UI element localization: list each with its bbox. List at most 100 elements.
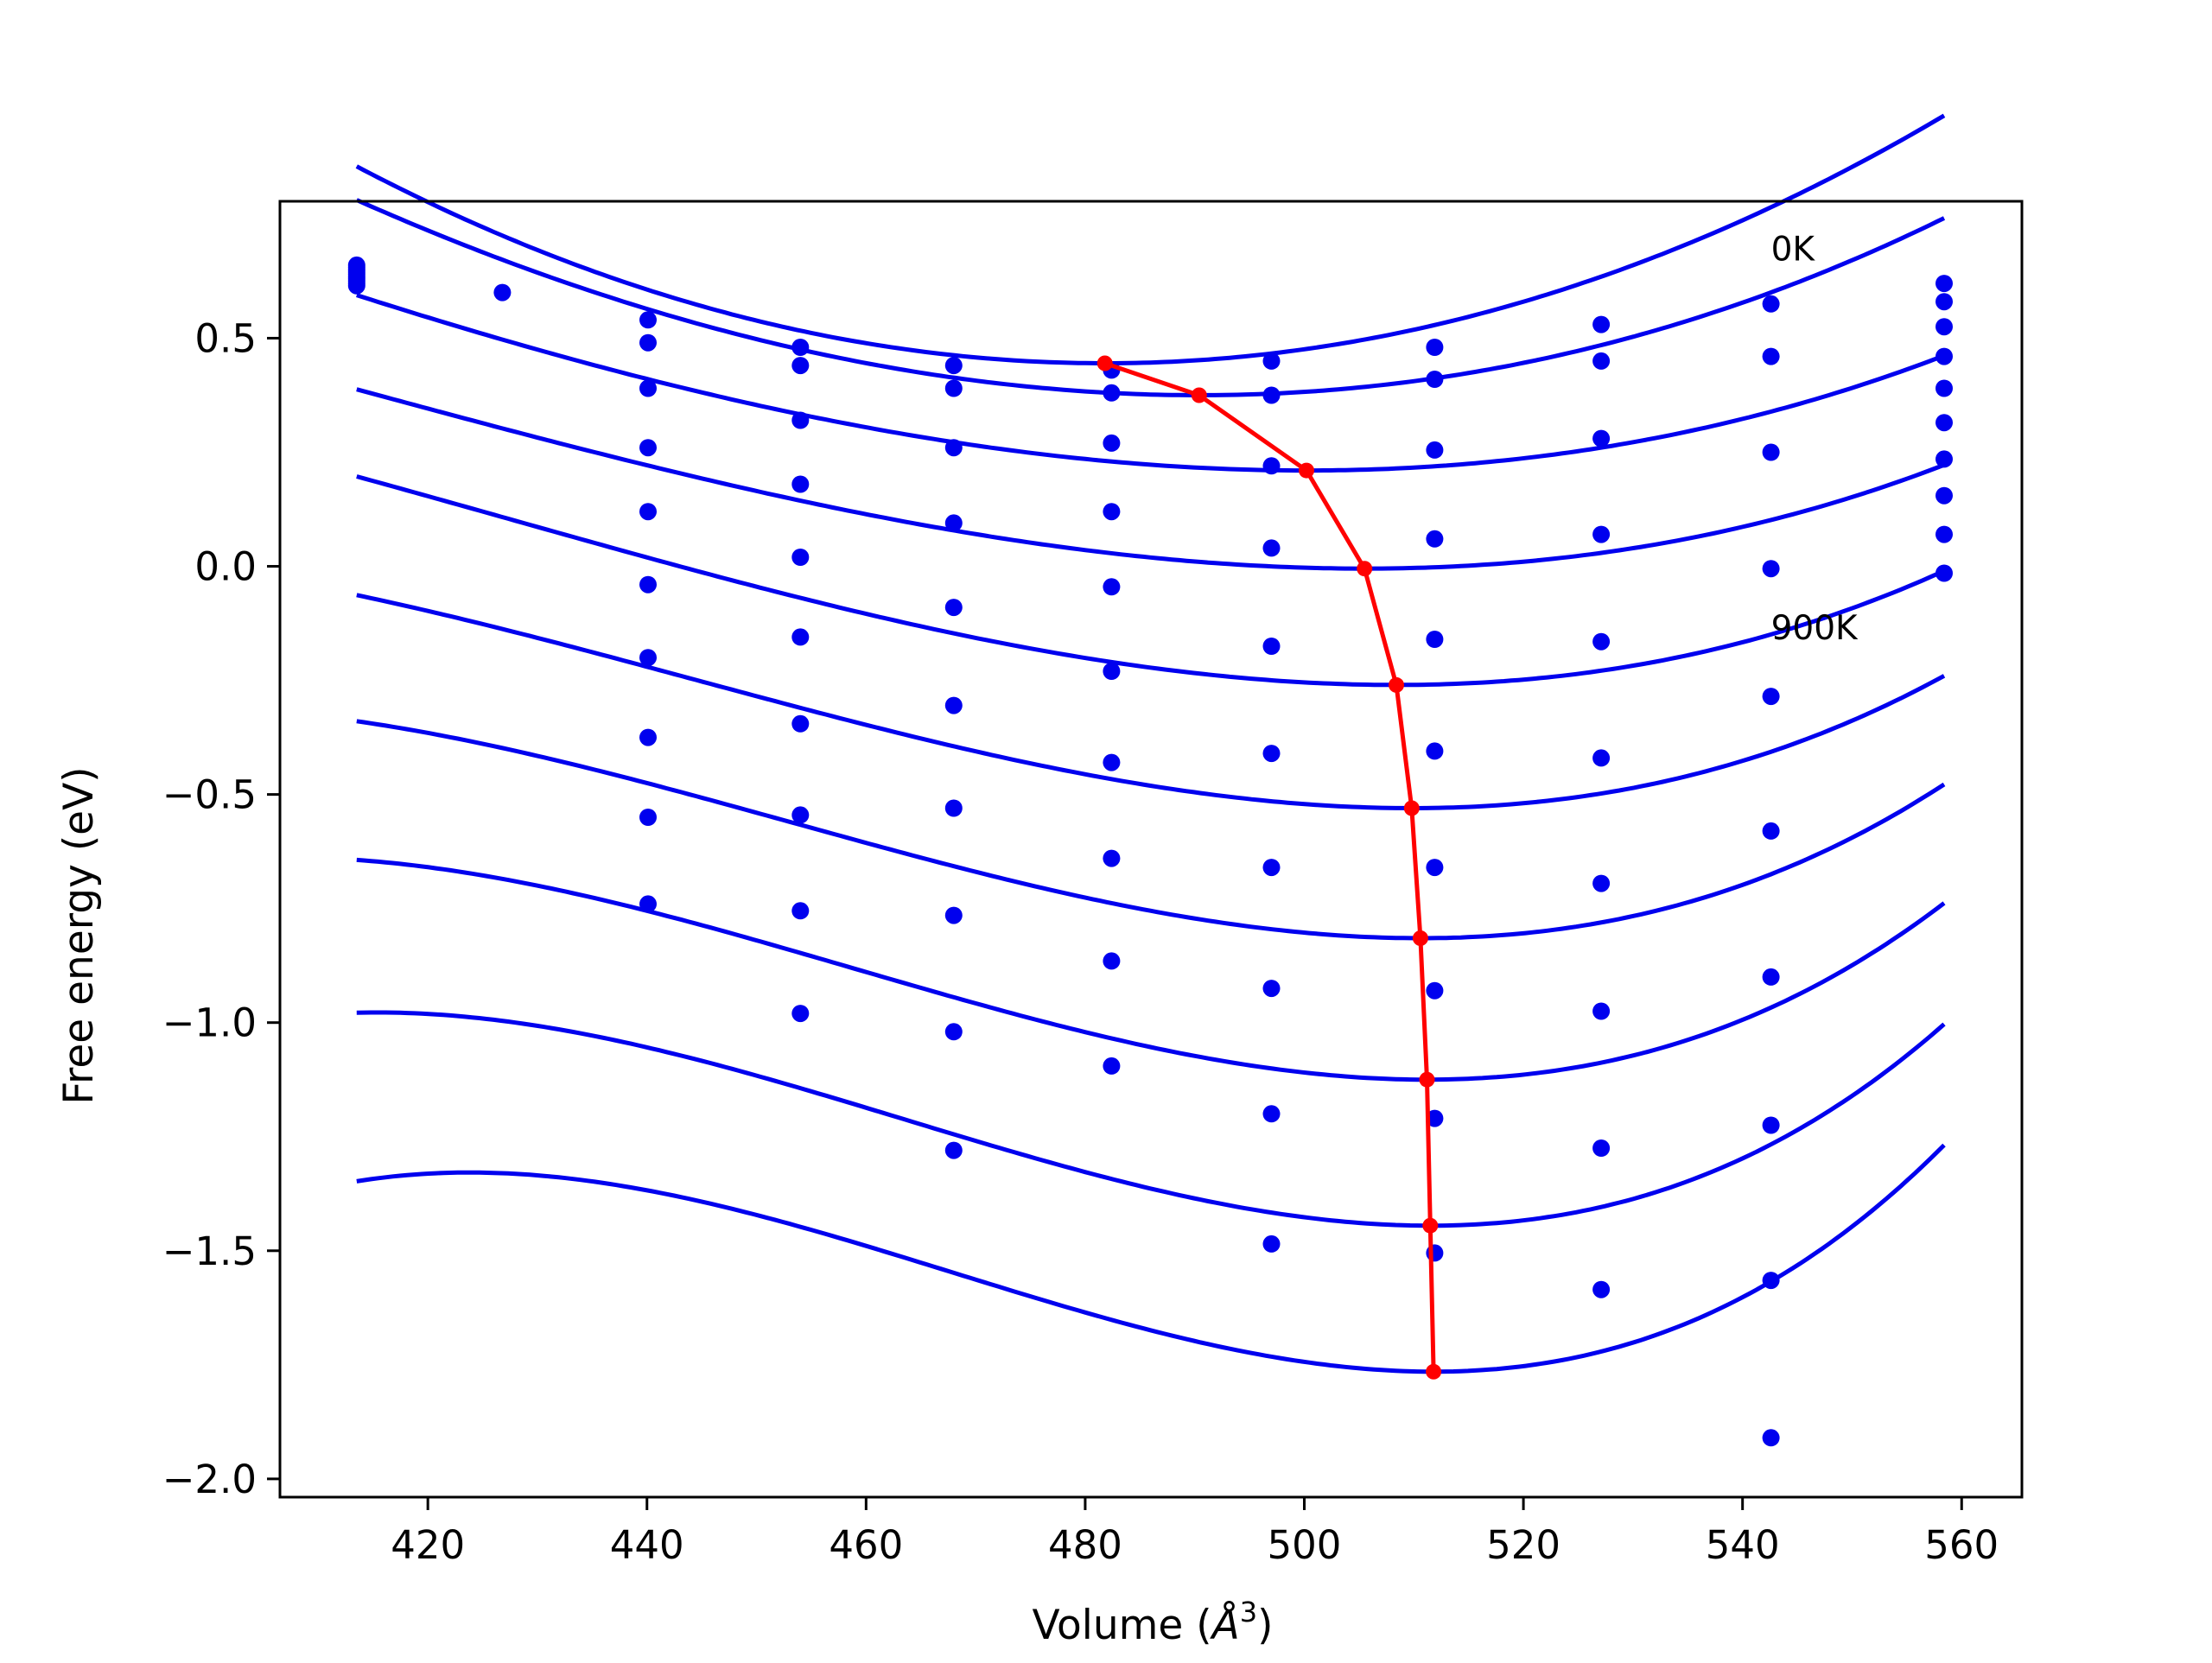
- data-point: [1262, 386, 1281, 404]
- y-tick-label: −1.5: [162, 1228, 257, 1274]
- minimum-point: [1299, 462, 1314, 479]
- data-point: [1262, 745, 1281, 763]
- data-point: [1103, 1057, 1121, 1075]
- minimum-point: [1096, 355, 1113, 371]
- data-point: [1762, 688, 1780, 706]
- data-point: [1262, 1235, 1281, 1253]
- data-point: [944, 357, 963, 375]
- data-point: [1936, 414, 1953, 432]
- data-point: [1103, 384, 1121, 402]
- temperature-annotations: 0K 900K: [1771, 231, 1859, 648]
- data-point: [1262, 352, 1281, 370]
- fit-curve-8: [356, 1010, 1946, 1228]
- data-point: [639, 379, 657, 397]
- fit-curve-5: [356, 593, 1946, 810]
- fit-curve-6: [356, 719, 1946, 941]
- data-point: [1592, 1280, 1611, 1298]
- fit-curves: [355, 113, 1946, 1374]
- x-tick-label: 520: [1486, 1522, 1560, 1568]
- data-point: [1103, 753, 1121, 771]
- data-point: [1103, 663, 1121, 680]
- temperature-annotation: 900K: [1771, 609, 1859, 648]
- data-point: [1592, 315, 1611, 333]
- data-point: [944, 1141, 963, 1159]
- data-point: [791, 628, 810, 646]
- data-point: [1936, 379, 1953, 397]
- data-point: [944, 599, 963, 617]
- minimum-path-line: [1103, 361, 1436, 1372]
- fit-curve-9: [356, 1143, 1946, 1374]
- data-point: [1936, 564, 1953, 582]
- data-point: [1762, 1429, 1780, 1447]
- x-tick-label: 560: [1924, 1522, 1999, 1568]
- data-point: [1426, 441, 1444, 459]
- data-point: [1592, 429, 1611, 447]
- data-point: [944, 1023, 963, 1041]
- data-point: [493, 283, 512, 301]
- data-point: [944, 906, 963, 924]
- minimum-point: [1419, 1071, 1435, 1088]
- data-point: [639, 809, 657, 826]
- data-point: [1426, 339, 1444, 356]
- data-point: [1592, 1002, 1611, 1020]
- data-point: [791, 357, 810, 375]
- data-point: [791, 806, 810, 824]
- data-point: [1762, 560, 1780, 578]
- data-point: [1262, 1105, 1281, 1123]
- data-point: [1103, 434, 1121, 452]
- y-tick-label: −0.5: [162, 772, 257, 818]
- data-point: [1936, 275, 1953, 293]
- data-point: [944, 799, 963, 817]
- y-axis-ticks: 0.5 0.0 −0.5 −1.0 −1.5 −2.0: [162, 315, 280, 1502]
- minimum-point: [1422, 1217, 1439, 1234]
- data-point: [1426, 742, 1444, 760]
- data-point: [1262, 539, 1281, 557]
- y-tick-label: −1.0: [162, 1000, 257, 1046]
- fit-curve-3: [356, 387, 1945, 571]
- plot-frame: [278, 200, 2024, 1499]
- data-point: [1936, 318, 1953, 336]
- data-point: [944, 439, 963, 457]
- data-point: [1262, 859, 1281, 877]
- minimum-point: [1426, 1363, 1442, 1380]
- data-point: [639, 728, 657, 746]
- temperature-annotation: 0K: [1771, 231, 1816, 270]
- data-point: [1103, 503, 1121, 521]
- data-point: [791, 411, 810, 429]
- data-point: [1592, 525, 1611, 543]
- data-point: [639, 649, 657, 667]
- data-point: [639, 311, 657, 329]
- x-tick-label: 420: [391, 1522, 465, 1568]
- data-point: [1936, 347, 1953, 365]
- data-point: [1262, 980, 1281, 998]
- data-point: [1103, 578, 1121, 596]
- y-tick-label: 0.5: [194, 315, 257, 361]
- data-point: [791, 1005, 810, 1023]
- data-point: [347, 276, 365, 295]
- minimum-point: [1357, 561, 1373, 577]
- data-point: [944, 379, 963, 397]
- data-point: [944, 514, 963, 532]
- x-tick-label: 460: [829, 1522, 903, 1568]
- data-point: [1262, 457, 1281, 475]
- data-point: [639, 439, 657, 457]
- data-point: [791, 902, 810, 920]
- fit-curve-0: [355, 113, 1946, 365]
- fit-curve-7: [356, 857, 1946, 1082]
- data-point: [1762, 1272, 1780, 1290]
- data-point: [1762, 968, 1780, 986]
- data-point: [1936, 486, 1953, 505]
- fit-curve-1: [355, 198, 1946, 397]
- x-tick-label: 440: [610, 1522, 684, 1568]
- data-point: [1592, 1139, 1611, 1157]
- minimum-point: [1412, 930, 1428, 946]
- data-point: [1762, 443, 1780, 461]
- data-point: [1426, 371, 1444, 388]
- data-point: [1426, 859, 1444, 877]
- fit-curve-2: [356, 293, 1945, 473]
- minimum-point: [1403, 800, 1420, 816]
- data-points: [347, 256, 1953, 1447]
- data-point: [1936, 293, 1953, 311]
- data-point: [791, 714, 810, 733]
